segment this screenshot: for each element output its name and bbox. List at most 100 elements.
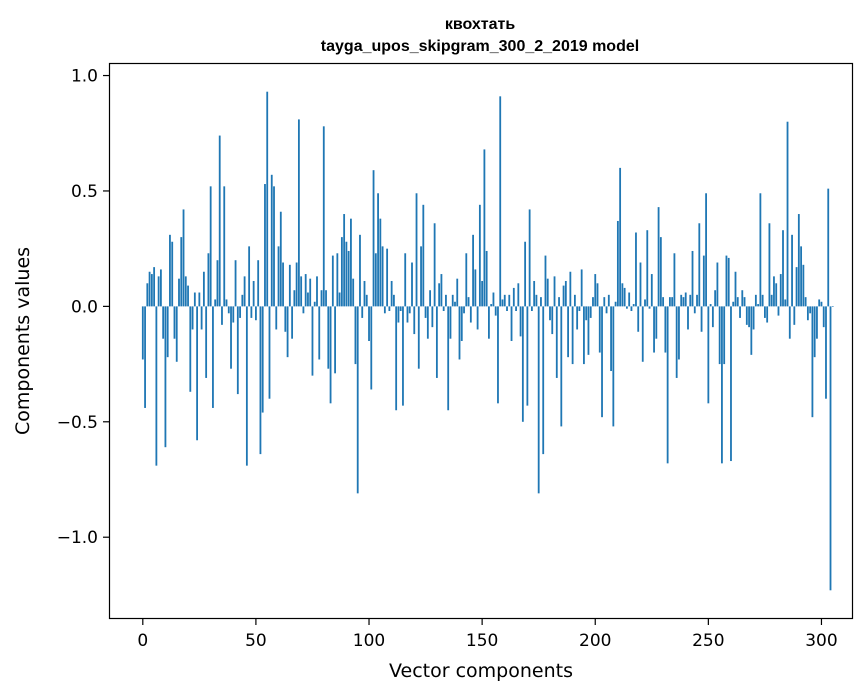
bar-149	[478, 204, 481, 307]
bar-199	[592, 297, 594, 307]
bar-237	[678, 306, 680, 360]
bar-187	[564, 280, 567, 307]
bar-59	[275, 306, 278, 330]
bar-46	[245, 306, 248, 466]
bar-236	[675, 306, 678, 378]
bar-103	[374, 253, 377, 307]
bar-29	[207, 253, 210, 307]
bar-258	[725, 255, 728, 307]
bar-204	[603, 297, 606, 307]
bar-218	[635, 232, 637, 307]
bar-36	[223, 186, 226, 307]
bar-71	[302, 306, 305, 314]
bar-66	[291, 306, 294, 339]
bar-200	[594, 274, 597, 307]
bar-57	[270, 174, 273, 307]
bar-295	[809, 306, 812, 314]
bar-267	[745, 306, 748, 325]
bar-274	[761, 294, 764, 307]
bar-262	[734, 271, 737, 307]
bar-265	[741, 290, 744, 307]
bar-176	[540, 297, 542, 307]
bar-221	[641, 306, 644, 362]
bar-6	[155, 306, 158, 466]
bar-51	[257, 260, 260, 307]
bar-184	[558, 297, 560, 307]
bar-75	[311, 306, 314, 376]
plot-frame	[108, 62, 854, 620]
bar-249	[705, 193, 707, 307]
bar-254	[716, 262, 719, 307]
x-axis-label: Vector components	[389, 660, 573, 682]
bar-88	[340, 237, 343, 307]
bar-203	[601, 306, 603, 418]
bar-282	[779, 274, 782, 307]
bar-20	[187, 285, 189, 307]
bar-0	[141, 306, 144, 360]
bar-110	[390, 280, 393, 307]
bar-87	[338, 292, 341, 307]
bar-128	[431, 306, 434, 328]
bar-170	[526, 306, 529, 406]
bar-183	[555, 306, 558, 378]
bar-164	[512, 287, 515, 307]
bar-42	[236, 306, 239, 395]
bar-163	[510, 306, 513, 341]
bar-111	[393, 294, 395, 307]
bar-216	[630, 306, 633, 311]
x-tick-label: 100	[353, 631, 385, 651]
bar-290	[797, 214, 800, 307]
bar-281	[777, 306, 780, 316]
bar-48	[250, 306, 253, 318]
bar-248	[702, 255, 705, 307]
x-tick-label: 150	[466, 631, 498, 651]
bar-167	[519, 306, 522, 337]
x-tick-label: 0	[137, 631, 148, 651]
bar-122	[417, 306, 420, 369]
bar-189	[569, 271, 572, 307]
bar-177	[542, 306, 545, 455]
bar-152	[485, 250, 488, 307]
bar-269	[750, 306, 753, 355]
bar-21	[189, 306, 192, 392]
x-tick-label: 50	[245, 631, 267, 651]
bar-124	[422, 204, 425, 307]
bar-220	[639, 262, 642, 307]
bar-11	[166, 306, 169, 358]
bar-151	[483, 149, 486, 307]
bar-80	[322, 126, 325, 307]
bar-27	[202, 271, 205, 307]
bar-287	[791, 234, 793, 307]
bar-194	[580, 269, 583, 307]
bar-150	[481, 280, 484, 307]
x-axis: 0 50 100 150 200 250 300	[137, 618, 838, 651]
bar-198	[589, 306, 592, 318]
bar-266	[743, 297, 746, 307]
bar-246	[698, 223, 701, 307]
bar-81	[325, 290, 327, 307]
bar-67	[293, 290, 296, 307]
bar-112	[395, 306, 398, 411]
bar-255	[718, 306, 721, 365]
bar-222	[644, 299, 646, 307]
bar-144	[467, 297, 470, 307]
bar-174	[535, 294, 538, 307]
bar-76	[313, 301, 316, 307]
bar-47	[248, 246, 251, 307]
bar-2	[146, 283, 149, 307]
bar-270	[752, 306, 755, 330]
bar-188	[567, 306, 569, 358]
bar-64	[286, 306, 289, 358]
bar-161	[506, 306, 508, 311]
bar-62	[282, 262, 284, 307]
bar-7	[157, 276, 160, 307]
bar-245	[696, 294, 698, 307]
bar-186	[562, 285, 565, 307]
bar-78	[318, 306, 321, 360]
x-tick-label: 200	[579, 631, 611, 651]
x-tick-label: 250	[692, 631, 724, 651]
bar-72	[304, 274, 307, 307]
bar-223	[646, 230, 649, 307]
bar-60	[277, 246, 280, 307]
bar-145	[469, 306, 472, 323]
